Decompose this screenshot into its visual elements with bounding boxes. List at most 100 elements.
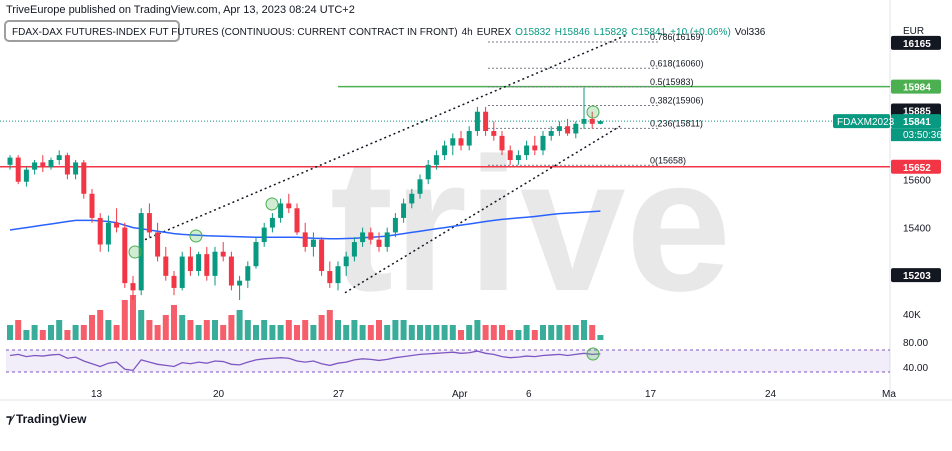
channel-lower-line — [344, 125, 621, 294]
candle-body — [483, 111, 489, 132]
volume-bar — [72, 325, 79, 340]
volume-bar — [105, 320, 112, 340]
ohlc-low: L15828 — [593, 27, 628, 38]
time-tick-label: 17 — [645, 389, 657, 400]
candle-body — [589, 118, 595, 124]
candle-body — [245, 266, 251, 281]
volume-bar — [597, 335, 604, 340]
candle-body — [40, 162, 46, 168]
volume-bar — [23, 330, 30, 340]
candle-body — [368, 232, 374, 240]
publisher-line: TriveEurope published on TradingView.com… — [6, 4, 355, 16]
candle-body — [286, 203, 292, 209]
candle-body — [573, 123, 579, 134]
volume-bar — [335, 320, 341, 340]
fib-label: 0.382(15906) — [650, 95, 704, 105]
candle-body — [237, 280, 243, 286]
rsi-level-label: 40.00 — [903, 363, 928, 374]
time-tick-label: Apr — [452, 389, 468, 400]
candle-body — [433, 155, 439, 165]
volume-bar — [89, 315, 95, 340]
volume-bar — [179, 315, 186, 340]
volume-bar — [244, 320, 251, 340]
volume-bar — [556, 325, 563, 340]
volume-bar — [7, 325, 13, 340]
tradingview-logo-icon: ⁊⁄ — [6, 412, 13, 426]
touch-marker — [586, 105, 600, 119]
candle-body — [597, 121, 603, 124]
volume-bar — [56, 320, 63, 340]
candle-body — [417, 179, 423, 194]
countdown-label: 03:50:36 — [903, 130, 942, 141]
candle-body — [228, 256, 234, 286]
volume-bar — [310, 325, 317, 340]
candle-body — [425, 164, 431, 180]
volume-bar — [195, 325, 202, 340]
volume-bar — [441, 325, 448, 340]
symbol-interval: 4h — [461, 27, 473, 38]
volume-bar — [64, 330, 71, 340]
candle-body — [261, 227, 267, 243]
footer-brand: ⁊⁄ TradingView — [6, 412, 86, 426]
price-tag-label: 15885 — [903, 107, 931, 118]
candle-body — [540, 135, 546, 151]
volume-bar — [433, 325, 440, 340]
rsi-level-label: 80.00 — [903, 338, 928, 349]
volume-bar — [154, 325, 161, 340]
candle-body — [56, 155, 62, 160]
candle-body — [548, 131, 554, 136]
candle-body — [327, 271, 333, 284]
rsi-line — [9, 350, 601, 372]
candle-body — [220, 251, 226, 257]
touch-marker — [128, 245, 142, 259]
volume-bar — [548, 325, 555, 340]
ohlc-close: C15841 — [631, 27, 667, 38]
volume-bar — [261, 320, 268, 340]
price-tick-label: 15400 — [903, 224, 931, 235]
volume-bar — [171, 305, 177, 340]
volume-bar — [15, 320, 22, 340]
candle-body — [565, 126, 571, 134]
volume-bar — [187, 320, 194, 340]
symbol-exchange: EUREX — [476, 27, 512, 38]
volume-bar — [449, 325, 456, 340]
candle-body — [343, 256, 349, 267]
volume-bar — [113, 325, 120, 340]
symbol-tag-label: FDAXM2023 — [837, 117, 895, 128]
candle-body — [204, 254, 210, 276]
volume-axis-label: 40K — [903, 310, 921, 321]
rsi-band — [6, 350, 890, 372]
volume-bar — [376, 320, 382, 340]
candle-body — [23, 169, 29, 182]
volume-bar — [294, 325, 300, 340]
candle-body — [335, 266, 341, 284]
volume-bar — [146, 320, 153, 340]
candle-body — [122, 227, 128, 284]
time-tick-label: Ma — [882, 389, 896, 400]
volume-bar — [417, 325, 423, 340]
candle-body — [524, 145, 530, 156]
time-tick-label: 6 — [526, 389, 532, 400]
candle-body — [515, 155, 521, 160]
candle-body — [32, 162, 38, 170]
volume-bar — [48, 325, 54, 340]
volume-bar — [589, 325, 596, 340]
price-tick-label: 15600 — [903, 175, 931, 186]
candle-body — [450, 138, 456, 146]
price-tag-bg — [891, 114, 941, 129]
candle-body — [466, 131, 472, 146]
candle-body — [491, 131, 497, 136]
candle-body — [409, 193, 415, 204]
volume-readout: Vol336 — [734, 27, 766, 38]
volume-bar — [121, 300, 128, 340]
symbol-name[interactable]: FDAX-DAX FUTURES-INDEX FUT FUTURES (CONT… — [12, 27, 458, 38]
volume-bar — [581, 320, 587, 340]
volume-bar — [277, 325, 284, 340]
candle-body — [556, 126, 562, 132]
level-tag-label: 15652 — [903, 163, 931, 174]
volume-bar — [326, 310, 333, 340]
footer-brand-label: TradingView — [15, 412, 87, 426]
candle-body — [15, 157, 21, 182]
time-tick-label: 20 — [213, 389, 225, 400]
